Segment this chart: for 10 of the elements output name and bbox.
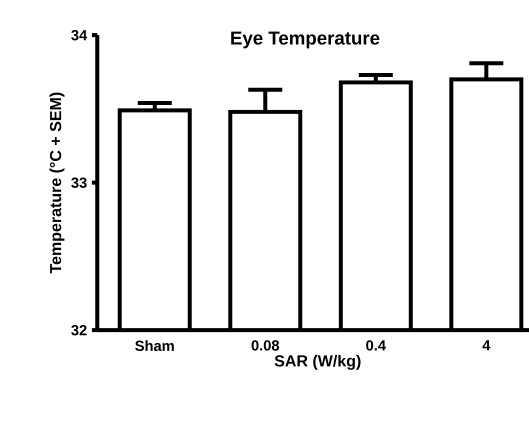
y-axis-title: Temperature (°C + SEM) (50, 92, 64, 274)
y-tick-label: 34 (71, 30, 88, 40)
x-tick-label: 0.08 (252, 340, 280, 351)
x-tick-label: Sham (135, 340, 174, 351)
x-tick-label: 0.4 (366, 340, 386, 351)
x-tick-label: 4 (482, 340, 490, 350)
y-tick-label: 32 (71, 324, 87, 336)
x-axis-title: SAR (W/kg) (274, 354, 361, 370)
y-tick-label: 33 (71, 177, 87, 188)
chart-title: Eye Temperature (231, 32, 380, 48)
